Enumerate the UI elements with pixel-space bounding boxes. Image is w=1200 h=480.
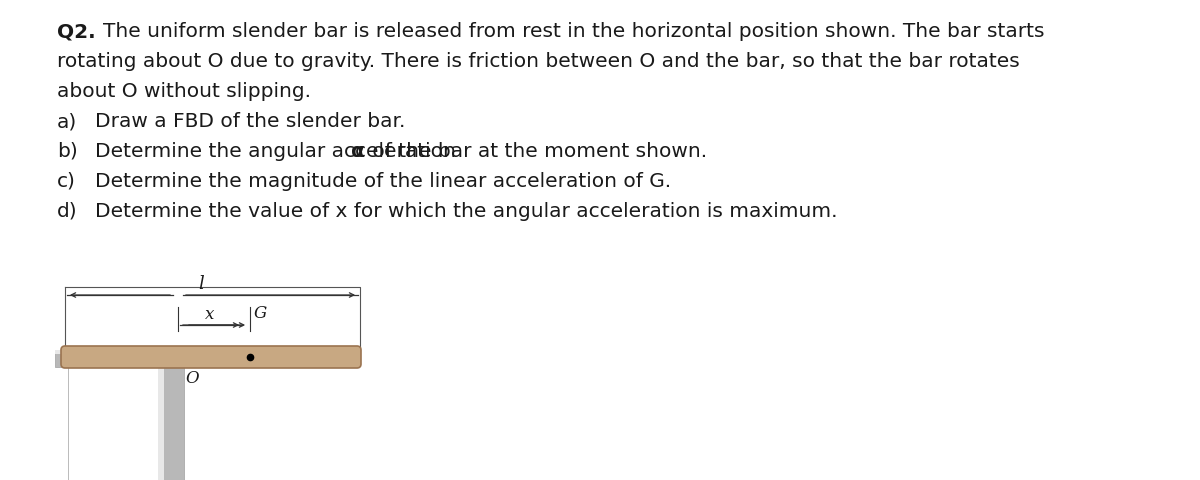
Text: rotating about O due to gravity. There is friction between O and the bar, so tha: rotating about O due to gravity. There i… [58, 52, 1020, 71]
Text: α: α [352, 142, 365, 161]
Polygon shape [55, 350, 182, 367]
Text: b): b) [58, 142, 78, 161]
Text: Determine the angular acceleration: Determine the angular acceleration [95, 142, 462, 161]
Text: c): c) [58, 172, 76, 191]
Text: Determine the value of x for which the angular acceleration is maximum.: Determine the value of x for which the a… [95, 202, 838, 220]
Text: G: G [254, 304, 268, 321]
Polygon shape [158, 364, 164, 480]
Text: O: O [185, 369, 199, 386]
Text: d): d) [58, 202, 78, 220]
FancyBboxPatch shape [61, 346, 361, 368]
Text: about O without slipping.: about O without slipping. [58, 82, 311, 101]
Text: The uniform slender bar is released from rest in the horizontal position shown. : The uniform slender bar is released from… [103, 22, 1044, 41]
Text: l: l [198, 275, 204, 292]
Polygon shape [55, 350, 182, 354]
Text: Q2.: Q2. [58, 22, 96, 41]
Text: a): a) [58, 112, 77, 131]
Polygon shape [158, 364, 184, 480]
Text: of the bar at the moment shown.: of the bar at the moment shown. [366, 142, 707, 161]
Text: x: x [205, 305, 215, 323]
Text: Determine the magnitude of the linear acceleration of G.: Determine the magnitude of the linear ac… [95, 172, 671, 191]
Text: Draw a FBD of the slender bar.: Draw a FBD of the slender bar. [95, 112, 406, 131]
